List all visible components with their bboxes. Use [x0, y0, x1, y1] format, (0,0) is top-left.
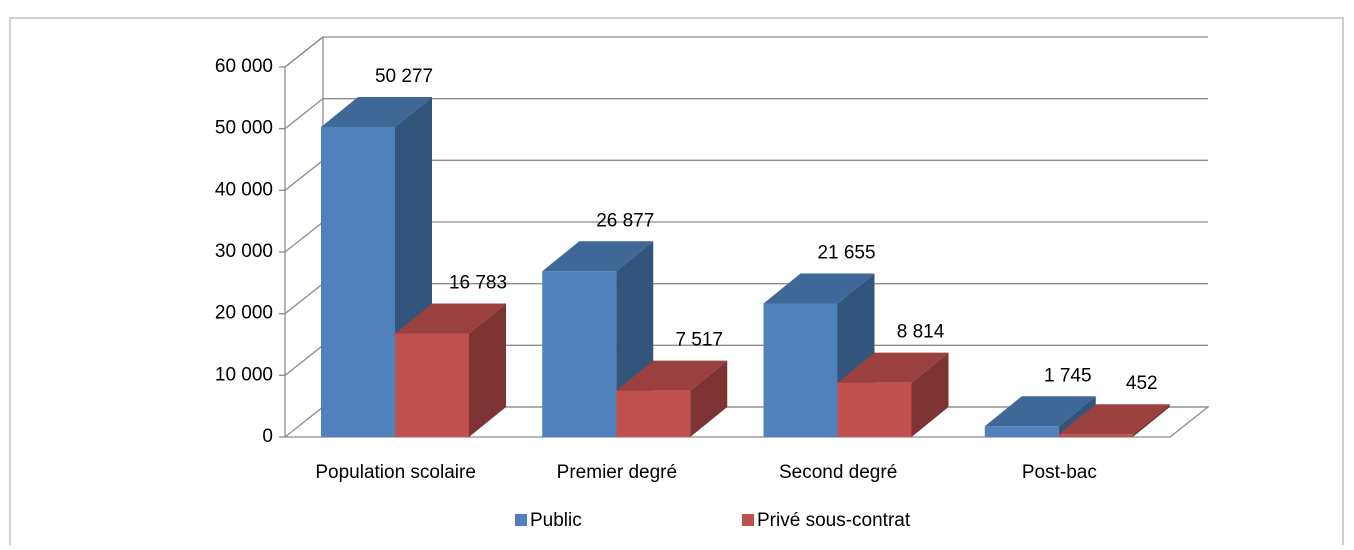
chart-frame	[9, 17, 1344, 550]
bar-front	[984, 426, 1059, 437]
y-tick-label: 30 000	[215, 241, 273, 262]
value-label: 16 783	[449, 273, 507, 294]
value-label: 7 517	[675, 330, 723, 351]
grid-line	[279, 36, 1208, 68]
bar-front	[616, 390, 691, 437]
legend-swatch	[515, 514, 527, 526]
bar-top	[1058, 404, 1170, 435]
value-label: 452	[1126, 373, 1158, 394]
bar-top	[763, 273, 875, 304]
y-tick-label: 60 000	[215, 56, 273, 77]
grid-line	[279, 221, 1208, 253]
bar	[395, 303, 506, 437]
bar-front	[321, 126, 395, 438]
bar-top	[395, 303, 506, 334]
grid-line	[279, 159, 1208, 191]
bar-side	[469, 303, 506, 437]
y-tick-label: 20 000	[215, 303, 273, 324]
grid-line	[279, 283, 1208, 315]
x-tick-label: Second degré	[779, 462, 897, 483]
bar-side	[1132, 404, 1170, 437]
bar-top	[542, 241, 654, 272]
value-label: 8 814	[897, 322, 945, 343]
x-tick-label: Population scolaire	[315, 462, 476, 483]
bar	[837, 352, 949, 437]
legend-swatch	[742, 514, 754, 526]
legend-label: Public	[530, 510, 582, 531]
bar	[616, 360, 728, 437]
bar-top	[837, 352, 949, 383]
value-label: 1 745	[1044, 365, 1092, 386]
value-label: 50 277	[375, 66, 433, 87]
x-tick-label: Premier degré	[557, 462, 677, 483]
y-tick-label: 0	[262, 426, 273, 447]
grid-line	[279, 98, 1208, 130]
bar-front	[395, 333, 469, 437]
bar	[1058, 404, 1170, 437]
bar-top	[616, 360, 728, 391]
legend-label: Privé sous-contrat	[757, 510, 911, 531]
bar-top	[321, 96, 432, 127]
bar-top	[984, 396, 1096, 427]
bar-front	[1058, 434, 1133, 437]
bar-front	[763, 303, 838, 437]
bar-side	[911, 352, 949, 437]
y-tick-label: 40 000	[215, 179, 273, 200]
x-tick-label: Post-bac	[1022, 462, 1097, 483]
value-label: 26 877	[596, 210, 654, 231]
value-label: 21 655	[817, 242, 875, 263]
bar-side	[690, 360, 728, 437]
bar-front	[542, 271, 617, 437]
y-tick-label: 50 000	[215, 118, 273, 139]
y-tick-label: 10 000	[215, 364, 273, 385]
bar-front	[837, 382, 912, 437]
